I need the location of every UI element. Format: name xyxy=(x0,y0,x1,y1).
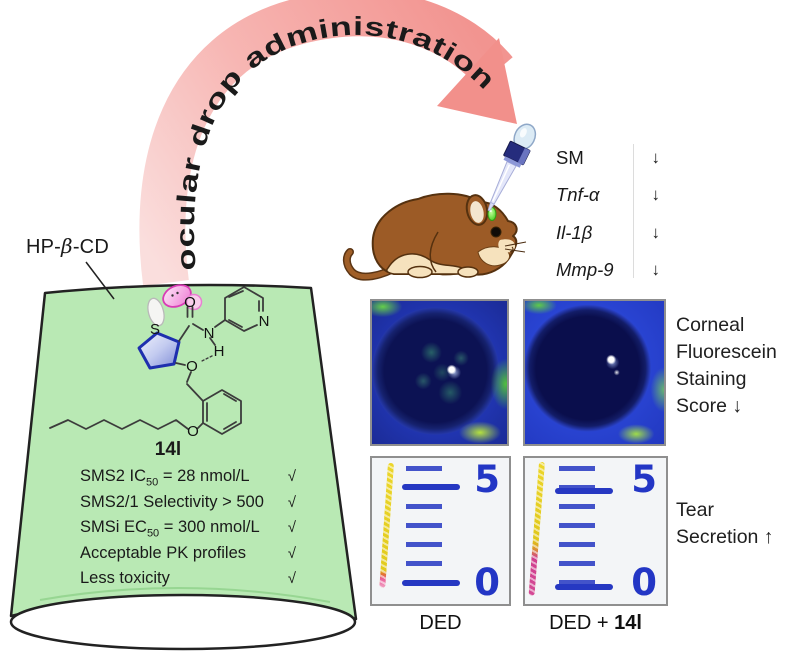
biomarker-row: SM ↓ xyxy=(556,139,660,177)
caption-ded: DED xyxy=(419,612,462,634)
hp-bcd-label-pre: HP- xyxy=(26,236,62,258)
biomarker-label: Tnf-α xyxy=(556,184,600,206)
ruler-major-tick xyxy=(402,484,460,490)
hp-bcd-pointer-line xyxy=(85,261,115,300)
hp-bcd-label-beta: β xyxy=(61,234,73,258)
down-arrow-icon: ↓ xyxy=(651,185,661,205)
property-label: SMS2/1 Selectivity > 500 xyxy=(80,492,264,511)
ruler-number-0: 0 xyxy=(474,561,500,604)
caption-ded-14l-bold: 14l xyxy=(614,612,642,634)
ruler-major-tick xyxy=(402,580,460,586)
property-label: SMSi EC50 = 300 nmol/L xyxy=(80,518,260,540)
mouse-illustration xyxy=(342,192,527,281)
biomarker-label: Il-1β xyxy=(556,221,593,243)
biomarker-divider-line xyxy=(633,144,634,278)
cyclodextrin-cup xyxy=(9,261,358,651)
biomarker-label: Mmp-9 xyxy=(556,259,614,281)
mouse-eye xyxy=(490,226,502,238)
orbital-lobe-white xyxy=(147,297,165,327)
property-label: Less toxicity xyxy=(80,569,170,587)
ruler-number-0: 0 xyxy=(631,561,657,604)
bonds xyxy=(49,286,264,435)
amide-hydrogen-atom: H xyxy=(214,343,225,360)
biomarker-row: Mmp-9 ↓ xyxy=(556,252,660,290)
corneal-photo-ded xyxy=(370,299,509,446)
compound-properties-list: SMS2 IC50 = 28 nmol/L √ SMS2/1 Selectivi… xyxy=(80,464,296,592)
property-label: SMS2 IC50 = 28 nmol/L xyxy=(80,467,250,489)
property-row: SMS2 IC50 = 28 nmol/L √ xyxy=(80,464,296,490)
caption-ded-14l-pre: DED + xyxy=(549,612,615,634)
biomarker-list: SM ↓ Tnf-α ↓ Il-1β ↓ Mmp-9 ↓ xyxy=(556,139,660,289)
dropper-tube xyxy=(489,160,517,205)
mouse-ear-inner xyxy=(470,201,484,223)
property-row: SMSi EC50 = 300 nmol/L √ xyxy=(80,515,296,541)
pyridine-nitrogen-atom: N xyxy=(259,313,270,330)
mouse-cheek xyxy=(477,246,511,267)
cup-opening xyxy=(9,593,357,651)
atom-labels: S O N H O N O xyxy=(150,294,269,440)
molecule-structure: S O N H O N O xyxy=(49,284,269,440)
tear-test-photo-ded: 5 0 xyxy=(370,456,511,606)
property-row: Less toxicity √ xyxy=(80,566,296,592)
property-row: Acceptable PK profiles √ xyxy=(80,541,296,567)
biomarker-row: Tnf-α ↓ xyxy=(556,177,660,215)
mouse-haunch-line xyxy=(429,231,439,273)
mouse-front-paw xyxy=(457,266,479,278)
oxygen-highlight-circle xyxy=(185,293,203,311)
corneal-staining-label: Corneal Fluorescein Staining Score ↓ xyxy=(676,314,777,417)
tear-test-photo-ded-14l: 5 0 xyxy=(523,456,668,606)
hp-bcd-label-post: -CD xyxy=(72,236,109,258)
down-arrow-icon: ↓ xyxy=(651,222,661,242)
ruler-number-5: 5 xyxy=(631,458,657,501)
checkmark: √ xyxy=(287,544,296,562)
phenol-red-thread xyxy=(528,461,545,596)
checkmark: √ xyxy=(287,493,296,511)
ruler-major-tick xyxy=(555,488,613,494)
orbital-lobe-pink xyxy=(162,284,192,308)
phenol-red-thread xyxy=(379,462,394,588)
down-arrow-icon: ↓ xyxy=(651,260,661,280)
ruler-major-tick xyxy=(555,584,613,590)
ruler-number-5: 5 xyxy=(474,458,500,501)
biomarker-row: Il-1β ↓ xyxy=(556,214,660,252)
caption-ded-14l: DED + 14l xyxy=(523,612,668,635)
sulfur-atom: S xyxy=(150,321,160,338)
whisker xyxy=(504,248,526,253)
administration-arrow xyxy=(139,0,517,286)
checkmark: √ xyxy=(287,570,296,587)
property-label: Acceptable PK profiles xyxy=(80,543,247,562)
down-arrow-icon: ↓ xyxy=(651,147,661,167)
biomarker-label: SM xyxy=(556,146,584,168)
ether-oxygen-atom: O xyxy=(186,358,198,375)
thiophene-ring xyxy=(137,331,181,370)
dropper-tip xyxy=(487,201,495,212)
alkoxy-oxygen-atom: O xyxy=(187,423,199,440)
eye-dropper xyxy=(487,123,537,212)
property-row: SMS2/1 Selectivity > 500 √ xyxy=(80,490,296,516)
mouse-hind-paw xyxy=(407,265,433,279)
amide-nitrogen-atom: N xyxy=(204,325,215,342)
hp-bcd-label: HP-β-CD xyxy=(26,234,109,259)
arrowhead xyxy=(437,38,517,124)
compound-label: 14l xyxy=(154,439,182,460)
checkmark: √ xyxy=(287,519,296,536)
corneal-photo-ded-14l xyxy=(523,299,666,446)
ruler-ticks xyxy=(559,466,595,592)
whisker xyxy=(504,241,527,247)
tear-secretion-label: Tear Secretion ↑ xyxy=(676,499,774,548)
checkmark: √ xyxy=(287,468,296,485)
carbonyl-oxygen-atom: O xyxy=(184,294,196,311)
